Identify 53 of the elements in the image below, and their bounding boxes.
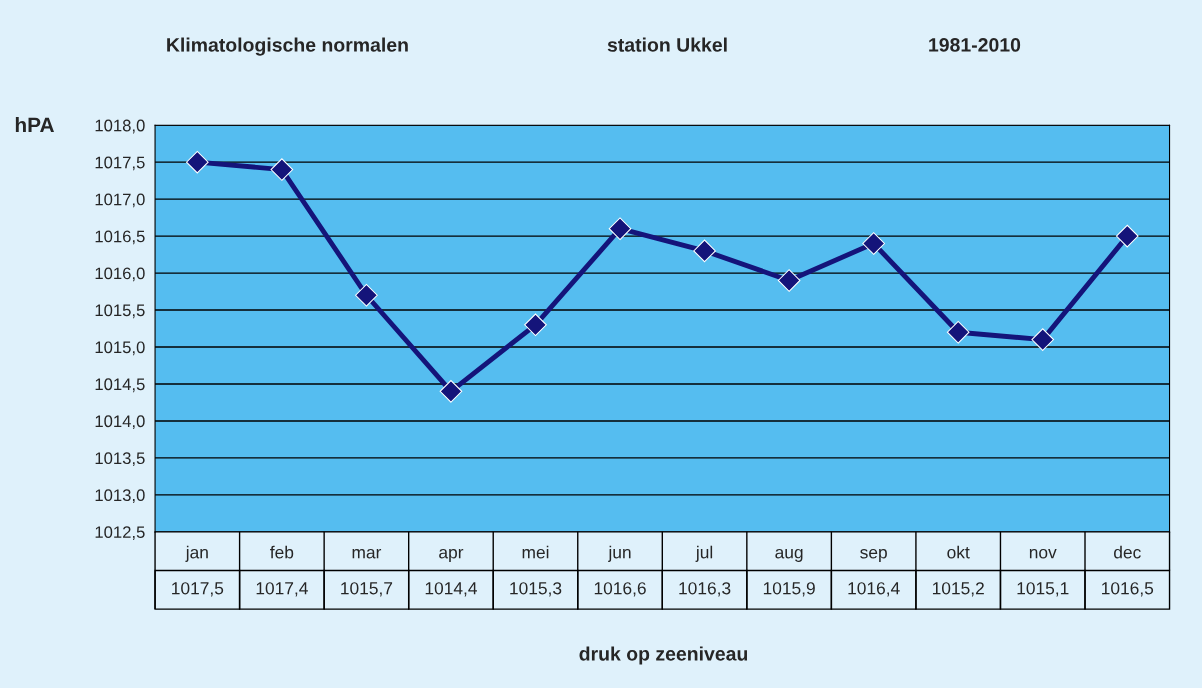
point [524,313,547,337]
data-label: 1015,9 [763,582,815,597]
x-tick-label: dec [1114,545,1141,559]
data-label: 1015,2 [932,582,984,597]
y-axis-title: hPA [15,117,54,133]
y-tick-label: 1014,0 [95,415,145,430]
point [946,320,970,344]
y-tick-label: 1013,5 [95,452,145,467]
y-tick-label: 1017,5 [95,156,145,171]
x-tick-label: mar [352,548,382,559]
y-tick-label: 1013,0 [95,489,145,504]
chart-title: Klimatologische normalen [167,37,408,56]
y-tick-label: 1015,0 [95,341,145,356]
point [608,217,632,241]
data-label: 1014,4 [425,582,477,597]
data-label: 1015,1 [1017,582,1069,597]
y-tick-label: 1016,0 [95,267,145,282]
chart-subtitle: station Ukkel [607,37,727,52]
x-tick-label: okt [947,545,970,559]
point [862,232,885,255]
point [693,239,716,263]
data-label: 1015,7 [341,582,393,597]
point [270,158,294,181]
point [777,269,801,292]
data-label: 1016,4 [848,582,900,597]
y-tick-label: 1018,0 [95,119,145,134]
x-tick-label: mei [522,545,549,559]
x-tick-label: feb [270,545,294,559]
data-label: 1016,5 [1102,582,1154,597]
data-label: 1015,3 [510,582,562,597]
point [439,380,463,403]
data-label: 1016,6 [594,582,646,597]
x-axis-title: druk op zeeniveau [579,646,748,665]
data-label: 1017,4 [256,582,308,597]
y-tick-label: 1016,5 [95,230,145,245]
x-tick-label: sep [860,548,887,562]
text: 1981-2010 [929,38,1021,52]
y-tick-label: 1012,5 [95,526,145,540]
x-tick-label: nov [1029,548,1057,559]
x-tick-label: jan [185,545,208,562]
point [1115,224,1139,248]
y-tick-label: 1017,0 [95,193,145,208]
point [355,283,378,307]
x-tick-label: jul [695,545,713,562]
y-tick-label: 1014,5 [95,378,145,393]
data-label: 1017,5 [172,582,224,597]
x-tick-label: jun [608,545,631,562]
point [186,150,209,174]
point [1031,328,1055,351]
y-tick-label: 1015,5 [95,304,145,319]
data-label: 1016,3 [679,582,731,597]
x-tick-label: apr [439,548,464,562]
x-tick-label: aug [775,548,803,562]
